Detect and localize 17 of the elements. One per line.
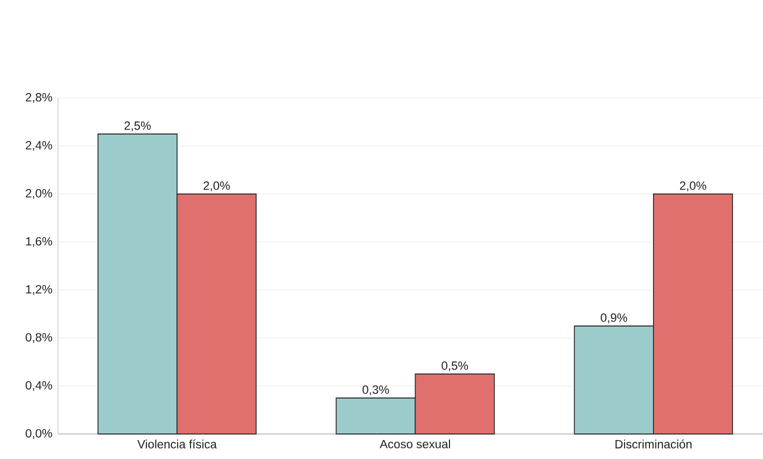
data-label: 2,0% (680, 181, 706, 192)
y-tick-label: 1,6% (26, 237, 52, 247)
x-tick-label: Acoso sexual (380, 440, 450, 448)
y-tick-label: 2,4% (26, 141, 52, 151)
data-label: 0,9% (600, 313, 628, 324)
y-tick-label: 1,2% (26, 285, 52, 295)
y-tick-label: 2,8% (26, 93, 52, 103)
x-tick-label: Violencia física (137, 440, 217, 448)
data-label: 0,5% (442, 361, 468, 372)
y-tick-label: 2,0% (26, 189, 52, 199)
data-label: 2,5% (124, 121, 151, 132)
x-tick-label: Discriminación (616, 440, 692, 448)
data-label: 0,3% (362, 385, 389, 396)
y-tick-label: 0,4% (26, 381, 52, 391)
y-tick-label: 0,0% (26, 429, 52, 439)
y-tick-label: 0,8% (26, 333, 52, 343)
data-label: 2,0% (204, 181, 230, 192)
